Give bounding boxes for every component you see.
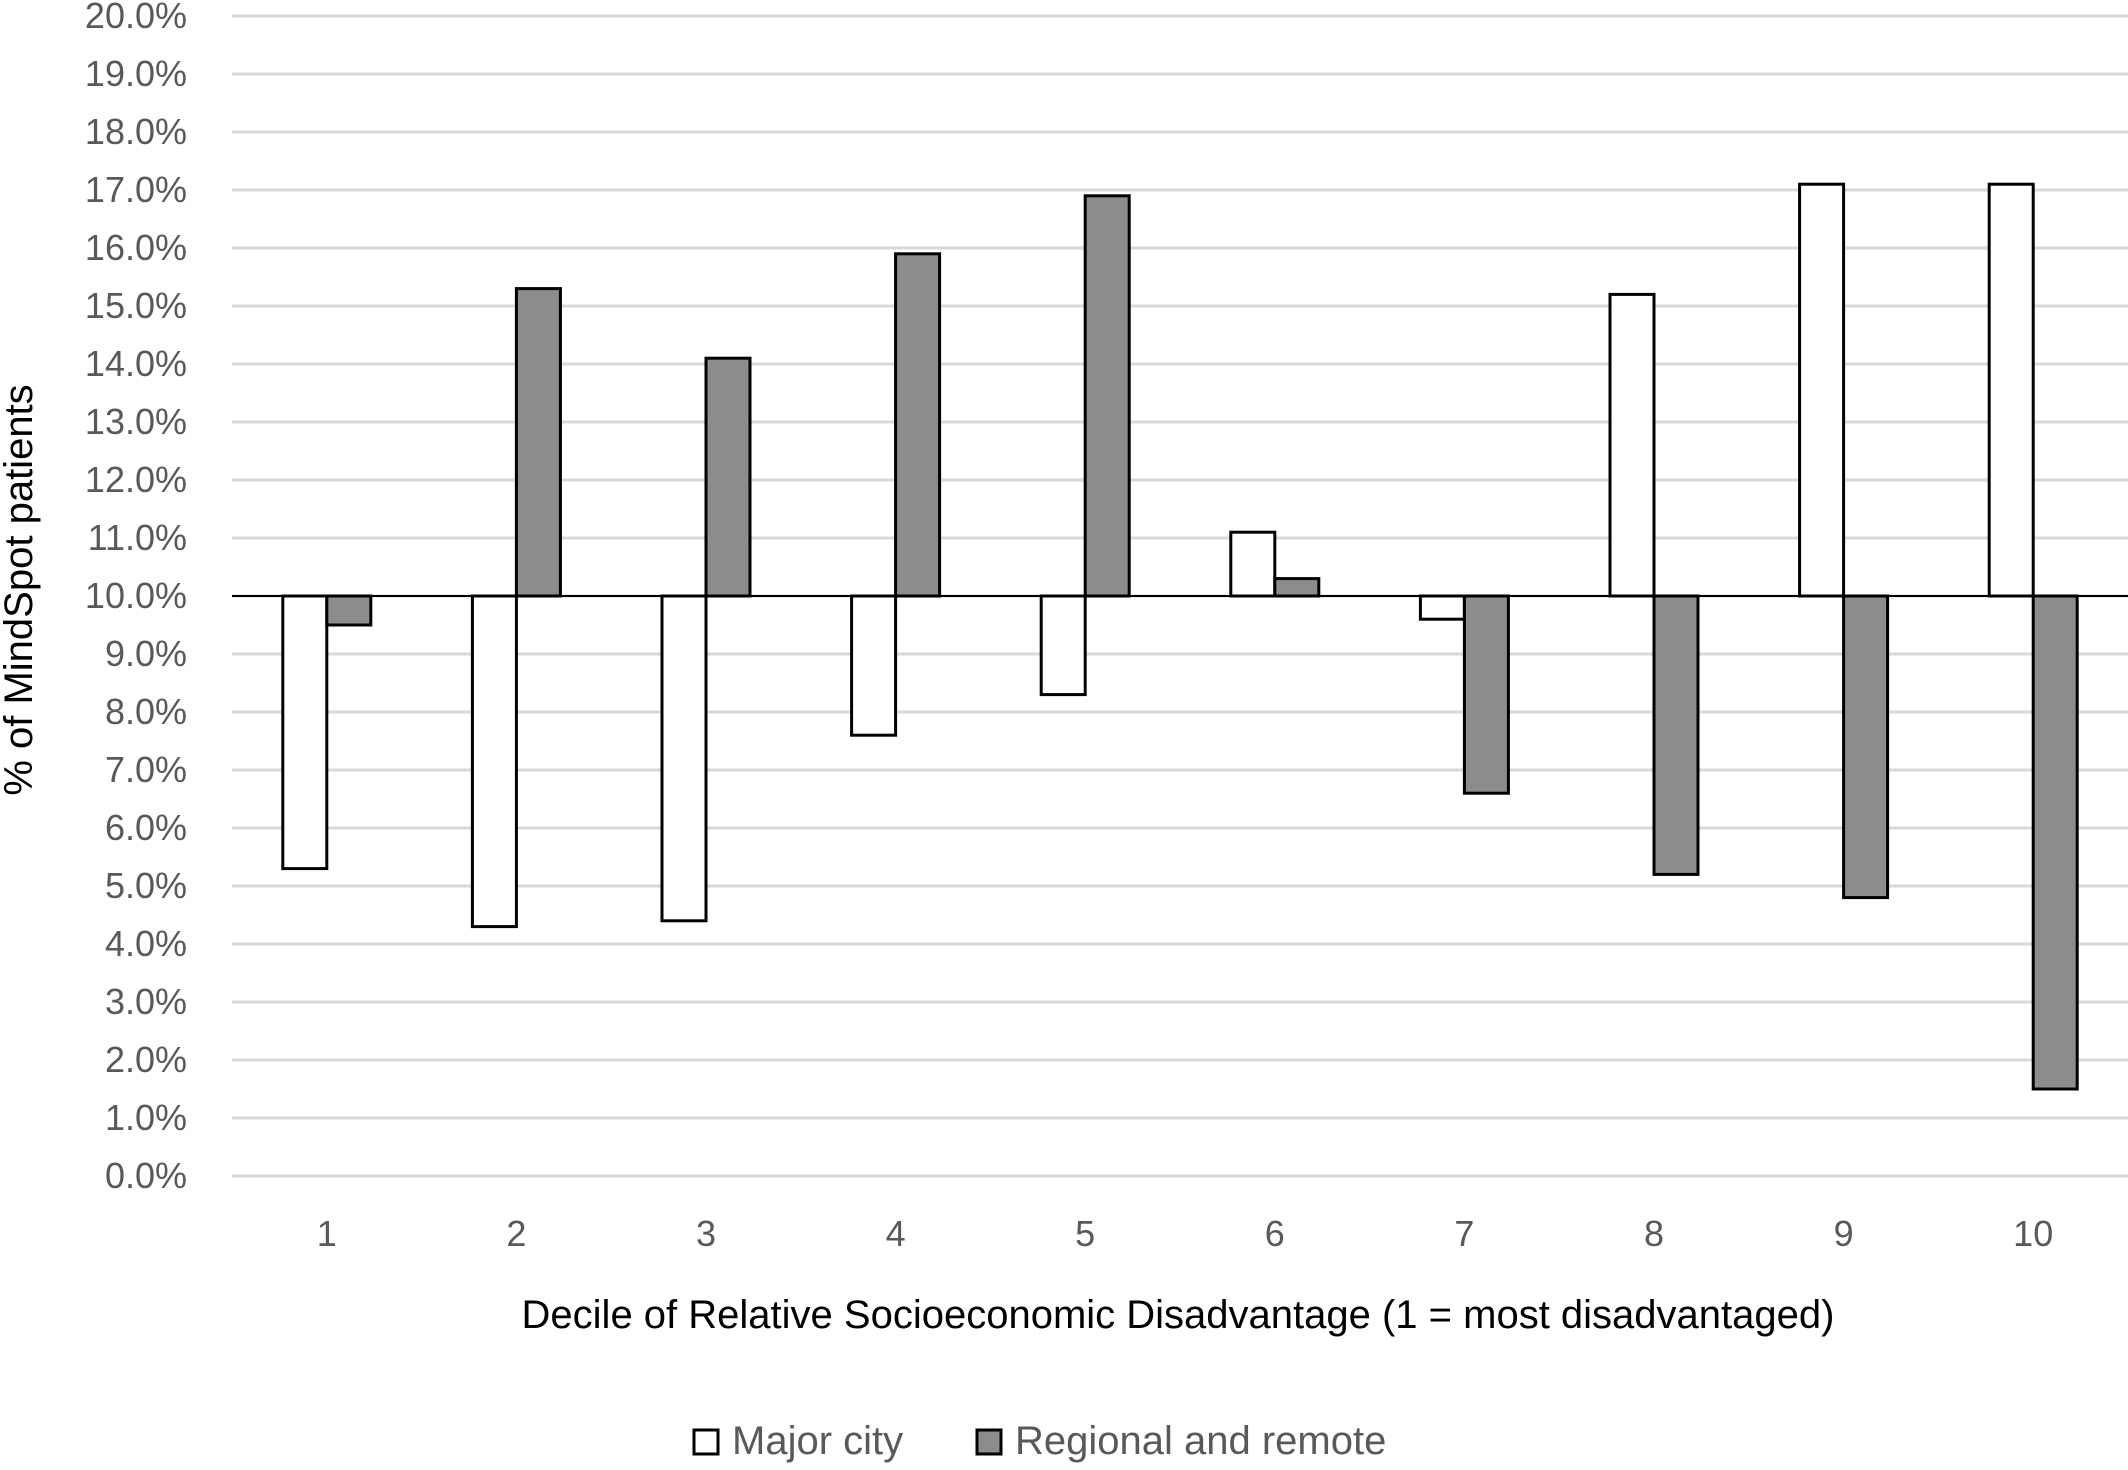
y-tick-label: 11.0%: [88, 517, 187, 558]
legend: Major city Regional and remote: [692, 1419, 1386, 1463]
y-tick-label: 12.0%: [85, 459, 187, 500]
x-tick-label: 3: [696, 1213, 716, 1254]
y-tick-label: 7.0%: [105, 749, 187, 790]
x-tick-label: 2: [506, 1213, 526, 1254]
bar-major-city-5: [1039, 594, 1087, 697]
bars: [281, 182, 2079, 1091]
y-tick-label: 8.0%: [105, 691, 187, 732]
bar-regional-remote-8: [1652, 594, 1700, 876]
bar-regional-remote-1: [325, 594, 373, 627]
y-tick-label: 13.0%: [85, 401, 187, 442]
legend-swatch-major-city: [692, 1428, 720, 1456]
x-axis-title: Decile of Relative Socioeconomic Disadva…: [522, 1293, 1835, 1337]
bar-major-city-8: [1608, 292, 1656, 598]
x-tick-label: 5: [1075, 1213, 1095, 1254]
bar-regional-remote-3: [704, 356, 752, 598]
y-tick-label: 1.0%: [105, 1097, 187, 1138]
bar-major-city-4: [850, 594, 898, 737]
x-tick-label: 1: [317, 1213, 337, 1254]
bar-regional-remote-5: [1083, 194, 1131, 598]
x-tick-label: 7: [1454, 1213, 1474, 1254]
legend-label-regional-remote: Regional and remote: [1015, 1419, 1386, 1463]
bar-major-city-7: [1418, 594, 1466, 621]
bar-major-city-10: [1987, 182, 2035, 598]
x-tick-label: 6: [1265, 1213, 1285, 1254]
y-tick-label: 3.0%: [105, 981, 187, 1022]
bar-major-city-1: [281, 594, 329, 871]
bar-regional-remote-10: [2031, 594, 2079, 1091]
bar-regional-remote-6: [1273, 577, 1321, 598]
bar-major-city-6: [1229, 530, 1277, 598]
x-tick-label: 9: [1834, 1213, 1854, 1254]
x-tick-label: 4: [886, 1213, 906, 1254]
y-tick-labels: 0.0% 1.0% 2.0% 3.0% 4.0% 5.0% 6.0% 7.0% 8.0% 9.0%…: [85, 0, 187, 1196]
y-tick-label: 15.0%: [85, 285, 187, 326]
y-tick-label: 16.0%: [85, 227, 187, 268]
y-tick-label: 18.0%: [85, 111, 187, 152]
y-tick-label: 4.0%: [105, 923, 187, 964]
y-tick-label: 2.0%: [105, 1039, 187, 1080]
y-tick-label: 0.0%: [105, 1155, 187, 1196]
y-tick-label: 17.0%: [85, 169, 187, 210]
bar-major-city-3: [660, 594, 708, 923]
x-tick-labels: 1 2 3 4 5 6 7 8 9 10: [317, 1213, 2053, 1254]
bar-regional-remote-4: [894, 252, 942, 598]
bar-regional-remote-7: [1462, 594, 1510, 795]
y-tick-label: 6.0%: [105, 807, 187, 848]
y-tick-label: 9.0%: [105, 633, 187, 674]
y-tick-label: 14.0%: [85, 343, 187, 384]
bar-major-city-2: [470, 594, 518, 929]
x-tick-label: 8: [1644, 1213, 1664, 1254]
legend-swatch-regional-remote: [975, 1428, 1003, 1456]
x-tick-label: 10: [2013, 1213, 2053, 1254]
y-tick-label: 19.0%: [85, 53, 187, 94]
bar-regional-remote-2: [514, 287, 562, 598]
y-axis-title: % of MindSpot patients: [0, 384, 41, 795]
y-tick-label: 10.0%: [85, 575, 187, 616]
bar-regional-remote-9: [1842, 594, 1890, 900]
y-tick-label: 5.0%: [105, 865, 187, 906]
legend-label-major-city: Major city: [732, 1419, 903, 1463]
bar-major-city-9: [1798, 182, 1846, 598]
y-tick-label: 20.0%: [85, 0, 187, 36]
